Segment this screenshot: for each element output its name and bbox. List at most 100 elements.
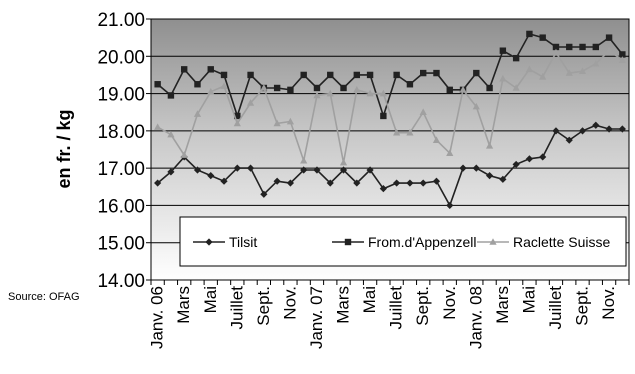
data-point [353,71,361,79]
x-tick-label: Mars [174,286,193,324]
data-point [592,121,600,129]
data-point [618,56,626,63]
data-point [578,127,587,135]
data-point [167,92,175,99]
data-point [512,84,520,91]
data-point [313,84,321,92]
data-point [167,130,175,138]
legend-label: From.d'Appenzell [368,234,477,250]
x-tick-label: Mai [201,286,220,313]
data-point [167,168,175,176]
data-point [578,67,587,74]
data-point [154,81,161,88]
data-point [154,179,162,187]
data-point [339,166,348,174]
data-point [154,123,162,130]
data-point [366,89,374,97]
y-tick-label: 16.00 [97,196,145,217]
data-point [552,127,560,135]
legend-marker [205,238,213,246]
legend-entry: From.d'Appenzell [332,234,477,250]
data-point [180,151,188,158]
data-point [486,84,493,92]
data-point [207,172,215,180]
series-raclette-suisse [154,46,626,166]
data-point [472,164,480,172]
y-axis-title: en fr. / kg [54,109,74,188]
data-point [433,69,440,77]
legend-label: Raclette Suisse [513,234,610,250]
data-point [619,51,626,58]
data-point [446,149,454,157]
data-point [353,86,361,93]
x-tick-label: Juillet [387,286,406,330]
data-point [326,179,334,187]
x-tick-label: Janv. 06 [148,286,167,349]
data-point [552,43,560,51]
data-point [592,43,600,51]
source-note: Source: OFAG [8,291,80,303]
data-point [472,102,480,110]
data-point [233,164,241,172]
y-tick-label: 17.00 [97,159,145,180]
data-point [393,128,401,136]
data-point [273,119,281,127]
y-tick-label: 20.00 [97,47,145,68]
data-point [340,84,347,92]
data-point [366,166,374,174]
x-tick-label: Sept. [573,286,592,326]
x-tick-label: Janv. 07 [307,286,326,349]
data-point [193,166,202,174]
data-point [459,164,467,172]
data-point [260,84,268,91]
x-tick-label: Janv. 08 [466,286,485,349]
data-point [446,86,453,94]
data-point [260,190,268,198]
data-point [353,179,361,187]
data-point [618,125,626,133]
data-point [193,110,202,117]
series-group [154,30,626,210]
x-tick-label: Nov. [599,286,618,320]
data-point [393,71,400,79]
x-tick-label: Mai [519,286,538,313]
data-point [592,59,600,67]
data-point [552,48,560,56]
data-point [419,179,427,187]
x-tick-label: Nov. [280,286,299,320]
y-tick-label: 15.00 [97,234,145,255]
data-point [233,119,241,127]
x-tick-label: Juillet [227,286,246,330]
data-point [234,112,241,120]
data-point [286,117,295,125]
legend: Tilsit From.d'Appenzell Raclette Suisse [179,216,627,267]
data-point [565,136,573,144]
y-tick-label: 21.00 [97,10,145,31]
data-point [300,166,308,174]
data-point [246,164,255,172]
data-point [246,99,255,106]
data-point [220,82,228,89]
y-tick-label: 14.00 [97,271,145,292]
data-point [539,34,546,41]
data-point [473,69,480,77]
data-point [539,153,547,161]
data-point [485,141,494,149]
y-tick-label: 18.00 [97,122,145,143]
data-point [220,71,228,79]
data-point [379,185,387,193]
x-tick-label: Sept. [413,286,432,326]
data-point [499,175,507,183]
y-tick-label: 19.00 [97,85,145,106]
data-point [313,166,321,174]
data-point [287,86,294,94]
data-point [207,66,214,73]
data-point [180,66,188,73]
data-point [605,34,613,41]
legend-marker [489,238,497,245]
data-point [273,177,281,185]
x-tick-label: Nov. [440,286,459,320]
data-point [406,81,414,88]
data-point [566,43,573,51]
legend-label: Tilsit [229,234,257,250]
